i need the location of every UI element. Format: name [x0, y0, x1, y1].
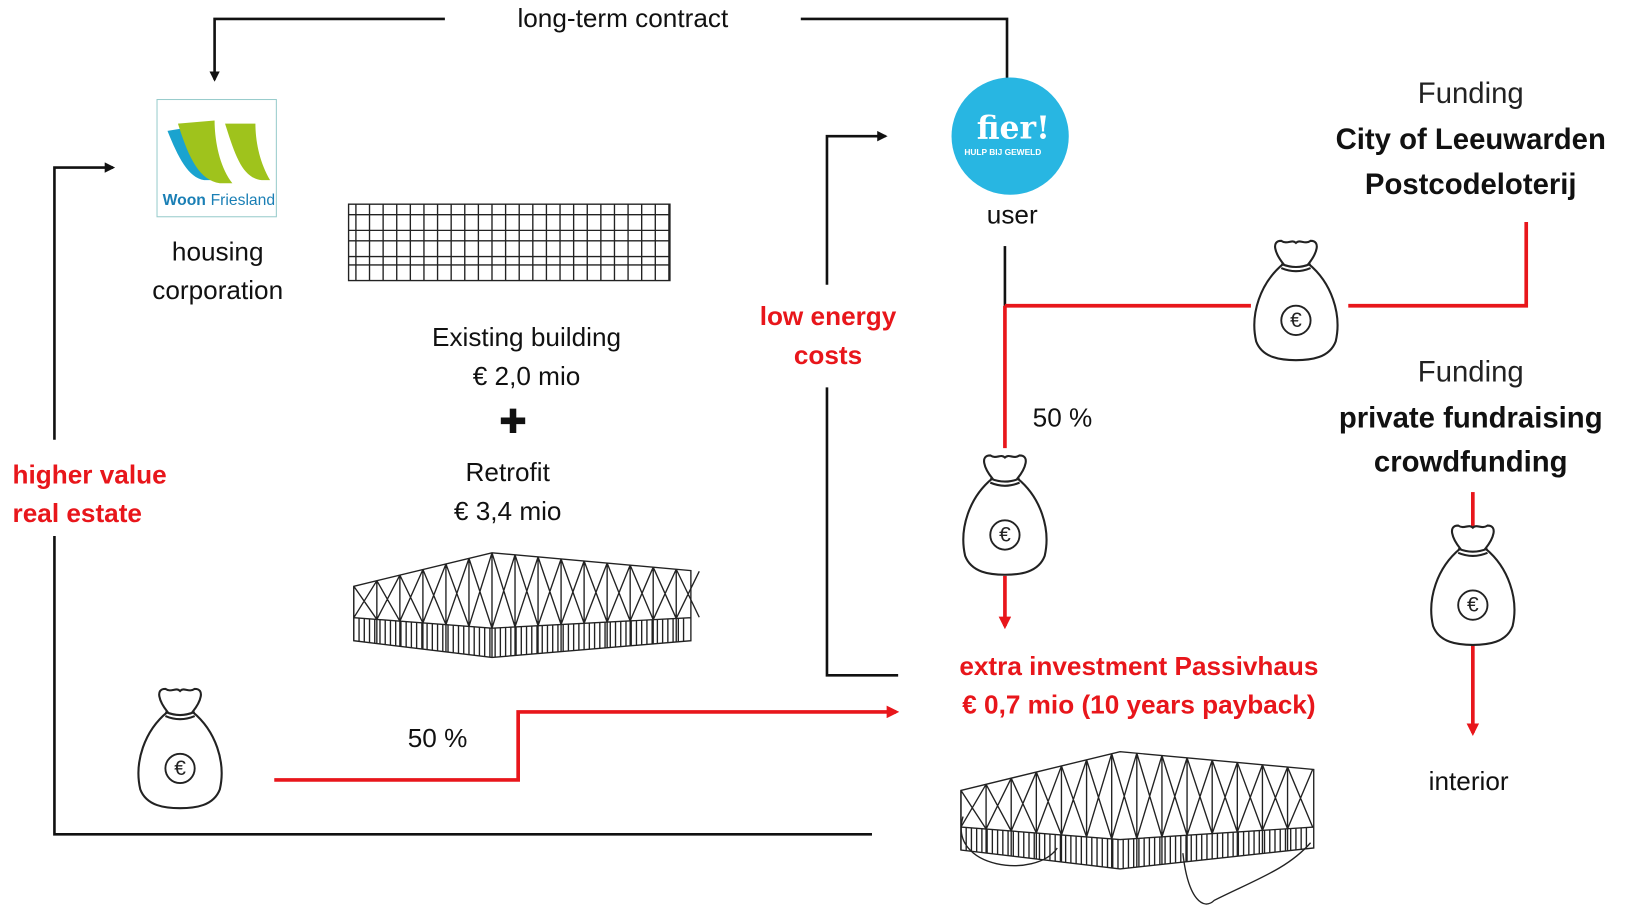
investment-label: € 0,7 mio (10 years payback) — [962, 690, 1315, 720]
money-bag: € — [962, 454, 1048, 576]
bag-symbol: € — [174, 757, 186, 780]
line-value-bottom — [53, 536, 872, 836]
funding-source: City of Leeuwarden — [1336, 123, 1606, 156]
passivhaus-building — [960, 750, 1315, 905]
retrofit-building — [353, 552, 700, 659]
housing-label: corporation — [152, 275, 283, 305]
funding-source: Postcodeloterij — [1365, 168, 1577, 201]
low-energy-label: costs — [794, 340, 862, 370]
low-energy-label: low energy — [760, 301, 897, 331]
share-label: 50 % — [408, 723, 468, 753]
existing-cost: € 2,0 mio — [473, 361, 581, 391]
higher-value-label: real estate — [13, 498, 142, 528]
funding-source: crowdfunding — [1374, 446, 1568, 479]
red-arrow-housing — [274, 705, 900, 782]
sketch-line — [960, 753, 1314, 869]
logo-text: Friesland — [211, 192, 276, 209]
contract-label: long-term contract — [517, 3, 729, 33]
connectors — [53, 17, 1529, 836]
retrofit-title: Retrofit — [466, 457, 551, 487]
existing-title: Existing building — [432, 322, 621, 352]
bag-symbol: € — [999, 524, 1011, 547]
housing-label: housing — [172, 236, 264, 266]
existing-building — [347, 203, 671, 282]
user-label: user — [987, 200, 1038, 230]
arrow-value-housing — [53, 162, 116, 440]
money-bag: € — [137, 687, 223, 810]
money-bag: € — [1253, 239, 1339, 362]
housing-logo: Woon Friesland — [156, 98, 277, 218]
sketch-line — [353, 552, 700, 658]
money-bag: € — [1430, 524, 1516, 646]
funding-heading: Funding — [1418, 77, 1524, 110]
logo-text: fier! — [977, 110, 1050, 146]
retrofit-cost: € 3,4 mio — [454, 496, 562, 526]
logo-tagline: HULP BIJ GEWELD — [964, 147, 1041, 157]
logo-text: Woon — [163, 192, 206, 209]
funding-heading: Funding — [1418, 356, 1524, 389]
share-label: 50 % — [1033, 403, 1093, 433]
user-logo: fier! HULP BIJ GEWELD — [951, 77, 1069, 195]
arrow-energy-user — [825, 130, 888, 285]
bag-symbol: € — [1290, 309, 1302, 332]
bag-symbol: € — [1467, 594, 1479, 617]
plus-sign: ✚ — [499, 404, 527, 441]
sketch-line — [355, 204, 670, 281]
funding-source: private fundraising — [1339, 402, 1603, 435]
line-energy-bottom — [825, 387, 899, 677]
arrow-contract-housing — [209, 17, 445, 82]
investment-label: extra investment Passivhaus — [959, 651, 1318, 681]
line-contract-user — [800, 17, 1009, 79]
interior-label: interior — [1429, 766, 1509, 796]
red-line-funding1 — [1348, 221, 1529, 308]
higher-value-label: higher value — [13, 459, 167, 489]
